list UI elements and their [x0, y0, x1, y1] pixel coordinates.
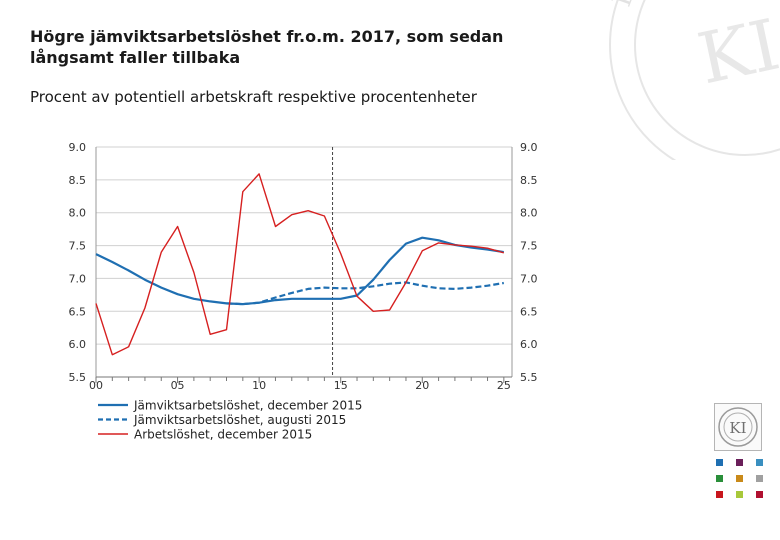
x-tick-label: 25 [497, 379, 511, 392]
y-axis-right: 5.5 6.0 6.5 7.0 7.5 8.0 8.5 9.0 [520, 141, 538, 384]
y-tick-label-right: 6.0 [520, 338, 538, 351]
color-square [736, 475, 743, 482]
legend-label: Jämviktsarbetslöshet, augusti 2015 [133, 413, 346, 427]
x-axis: 00 05 10 15 20 25 [89, 376, 512, 392]
chart-subtitle: Procent av potentiell arbetskraft respek… [30, 88, 477, 106]
x-tick-label: 15 [334, 379, 348, 392]
y-tick-label-left: 7.0 [69, 272, 87, 285]
watermark-letter: I [607, 0, 639, 10]
color-square [716, 491, 723, 498]
color-square [736, 459, 743, 466]
color-square [756, 475, 763, 482]
series-line-1 [95, 236, 504, 306]
logo-monogram: KI [729, 419, 746, 437]
y-tick-label-right: 9.0 [520, 141, 538, 154]
y-tick-label-right: 8.0 [520, 207, 538, 220]
color-square-grid [714, 459, 766, 501]
y-tick-label-left: 7.5 [69, 240, 87, 253]
x-tick-label: 10 [252, 379, 266, 392]
series-line-2 [226, 281, 504, 306]
color-square [756, 491, 763, 498]
y-tick-label-left: 5.5 [69, 371, 87, 384]
y-tick-label-left: 8.5 [69, 174, 87, 187]
chart-legend: Jämviktsarbetslöshet, december 2015Jämvi… [98, 399, 362, 442]
y-tick-label-left: 9.0 [69, 141, 87, 154]
chart-title: Högre jämviktsarbetslöshet fr.o.m. 2017,… [30, 27, 504, 67]
y-axis-left: 5.5 6.0 6.5 7.0 7.5 8.0 8.5 9.0 [69, 141, 87, 384]
ki-logo: KI [714, 403, 762, 451]
color-square [756, 459, 763, 466]
y-tick-label-right: 6.5 [520, 305, 538, 318]
x-tick-label: 05 [171, 379, 185, 392]
legend-label: Arbetslöshet, december 2015 [134, 428, 312, 442]
institute-seal-watermark: INSTITUTET KI [607, 0, 780, 160]
color-square [716, 459, 723, 466]
chart-series [95, 173, 504, 356]
y-tick-label-right: 5.5 [520, 371, 538, 384]
y-tick-label-right: 7.0 [520, 272, 538, 285]
x-tick-label: 20 [415, 379, 429, 392]
y-tick-label-right: 8.5 [520, 174, 538, 187]
color-square [736, 491, 743, 498]
y-tick-label-right: 7.5 [520, 240, 538, 253]
color-square [716, 475, 723, 482]
y-tick-label-left: 6.5 [69, 305, 87, 318]
watermark-monogram: KI [691, 4, 780, 101]
x-tick-label: 00 [89, 379, 103, 392]
y-tick-label-left: 8.0 [69, 207, 87, 220]
legend-label: Jämviktsarbetslöshet, december 2015 [133, 399, 362, 413]
y-tick-label-left: 6.0 [69, 338, 87, 351]
series-line-3 [95, 173, 504, 356]
